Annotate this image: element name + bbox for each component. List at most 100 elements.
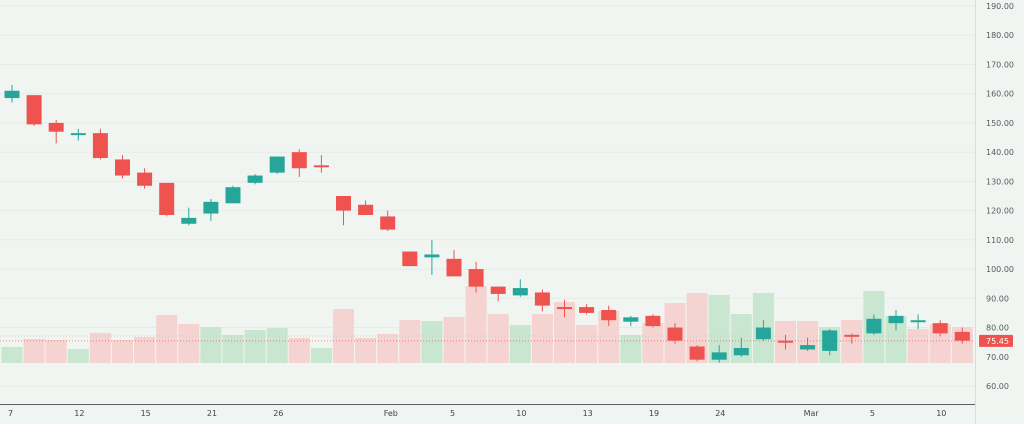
candle-down[interactable]: [468, 261, 484, 293]
candle-down[interactable]: [667, 323, 683, 344]
candle-up[interactable]: [247, 174, 263, 185]
price-axis[interactable]: 190.00 180.00 170.00 160.00 150.00 140.00 130.…: [986, 2, 1014, 391]
candle-up[interactable]: [4, 84, 20, 103]
candle-up[interactable]: [203, 198, 219, 221]
candle-up[interactable]: [512, 279, 528, 297]
candle-up[interactable]: [711, 345, 727, 363]
candle-down[interactable]: [778, 334, 793, 350]
candle-up[interactable]: [888, 309, 904, 331]
time-tick-label: 26: [273, 409, 283, 418]
volume-bar: [89, 333, 111, 363]
time-tick-label: 13: [583, 409, 593, 418]
price-tick-label: 180.00: [986, 31, 1014, 40]
candle-down[interactable]: [336, 195, 351, 226]
volume-bar: [67, 349, 89, 363]
candle-down[interactable]: [954, 327, 970, 344]
time-tick-label: 5: [450, 409, 455, 418]
candle-down[interactable]: [645, 314, 661, 328]
volume-bar: [200, 327, 222, 363]
price-tick-label: 150.00: [986, 119, 1014, 128]
volume-bar: [1, 347, 23, 363]
time-tick-label: 10: [936, 409, 946, 418]
time-tick-label: 19: [649, 409, 659, 418]
candle-up[interactable]: [866, 314, 882, 335]
volume-bar: [620, 335, 642, 363]
volume-bar: [156, 315, 178, 363]
time-tick-label: 7: [8, 409, 13, 418]
volume-bar: [288, 338, 310, 363]
price-tick-label: 160.00: [986, 90, 1014, 99]
volume-bar: [531, 314, 553, 363]
volume-bar: [576, 325, 598, 363]
candle-down[interactable]: [115, 155, 130, 179]
candle-down[interactable]: [313, 155, 329, 173]
volume-bar: [23, 339, 45, 363]
candle-up[interactable]: [755, 320, 771, 341]
volume-bar: [465, 286, 487, 363]
candle-down[interactable]: [601, 305, 617, 327]
time-tick-label: 21: [207, 409, 217, 418]
volume-bar: [178, 324, 200, 363]
candle-up[interactable]: [623, 315, 639, 327]
volume-bar: [222, 335, 244, 363]
time-tick-label: Mar: [804, 409, 820, 418]
candle-down[interactable]: [490, 286, 506, 302]
volume-bar: [509, 325, 531, 363]
candle-down[interactable]: [446, 250, 462, 277]
price-tick-label: 90.00: [986, 294, 1009, 303]
volume-bar: [885, 316, 907, 363]
volume-bar: [112, 340, 133, 363]
candle-up[interactable]: [822, 328, 838, 356]
candle-down[interactable]: [358, 200, 374, 215]
candle-down[interactable]: [26, 95, 42, 126]
candle-down[interactable]: [402, 251, 418, 267]
candle-up[interactable]: [424, 239, 440, 275]
candle-down[interactable]: [557, 299, 572, 318]
candle-down[interactable]: [534, 289, 550, 312]
candle-down[interactable]: [380, 210, 396, 232]
candle-up[interactable]: [733, 337, 749, 357]
candle-down[interactable]: [137, 168, 153, 189]
price-tick-label: 100.00: [986, 265, 1014, 274]
price-tick-label: 190.00: [986, 2, 1014, 11]
volume-bar: [421, 321, 443, 363]
candle-down[interactable]: [844, 333, 860, 344]
candle-down[interactable]: [932, 320, 948, 337]
volume-bar: [443, 317, 465, 363]
candle-up[interactable]: [269, 156, 285, 175]
time-tick-label: 24: [715, 409, 725, 418]
time-tick-label: 12: [74, 409, 84, 418]
candle-down[interactable]: [291, 149, 307, 177]
price-tick-label: 130.00: [986, 177, 1014, 186]
volume-bars: [1, 286, 973, 363]
candle-down[interactable]: [92, 128, 108, 160]
volume-bar: [399, 320, 421, 363]
time-tick-label: 15: [141, 409, 151, 418]
time-axis[interactable]: 7 12 15 21 26 Feb 5 10 13 19 24 Mar 5 10: [8, 409, 946, 418]
candle-up[interactable]: [225, 185, 241, 204]
time-tick-label: 10: [516, 409, 526, 418]
candle-up[interactable]: [181, 207, 197, 226]
last-price-tag: 75.45: [979, 334, 1013, 347]
candle-up[interactable]: [70, 128, 86, 141]
candle-down[interactable]: [159, 182, 175, 217]
volume-bar: [708, 295, 730, 363]
candle-down[interactable]: [689, 345, 705, 362]
last-price-badge: [979, 334, 1013, 347]
volume-bar: [598, 311, 620, 363]
volume-bar: [244, 330, 266, 363]
volume-bar: [686, 293, 708, 363]
candle-up[interactable]: [910, 314, 926, 329]
volume-bar: [907, 329, 929, 363]
price-tick-label: 110.00: [986, 236, 1014, 245]
volume-bar: [310, 348, 332, 363]
volume-bar: [554, 302, 575, 363]
last-price-value: 75.45: [986, 337, 1009, 346]
volume-bar: [134, 337, 156, 363]
candle-down[interactable]: [579, 304, 595, 315]
candle-down[interactable]: [48, 119, 64, 144]
candle-up[interactable]: [800, 337, 816, 351]
volume-bar: [487, 314, 509, 363]
